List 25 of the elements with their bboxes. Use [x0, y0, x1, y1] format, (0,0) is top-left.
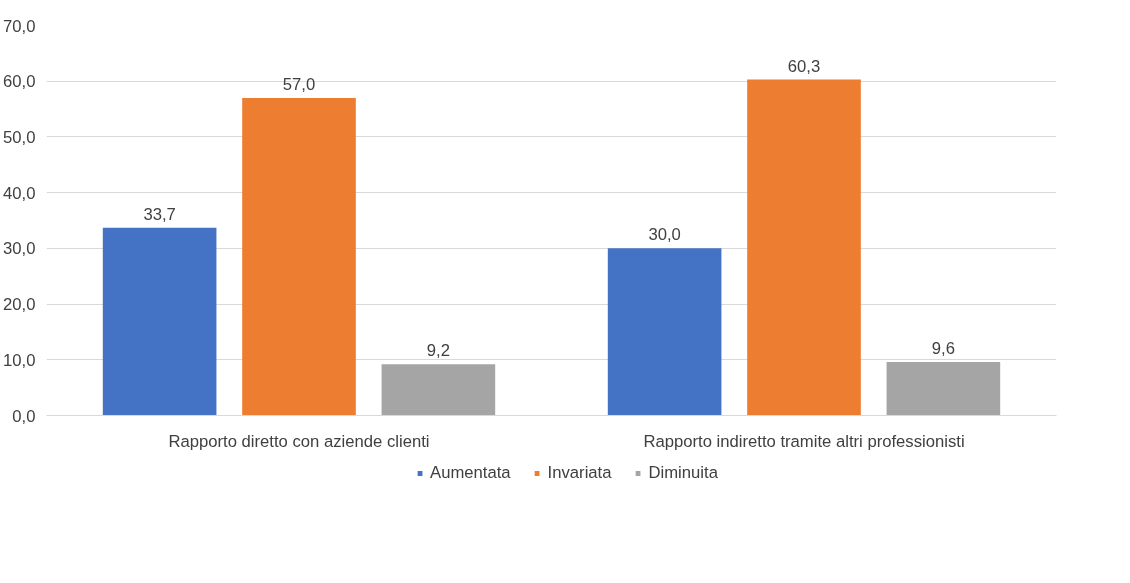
- bar: [747, 79, 861, 416]
- y-tick-label: 60,0: [3, 72, 36, 92]
- legend-label: Diminuita: [648, 463, 718, 483]
- data-label: 60,3: [787, 56, 821, 76]
- y-tick-label: 10,0: [3, 350, 36, 370]
- legend-label: Invariata: [547, 463, 612, 483]
- x-tick-label: Rapporto indiretto tramite altri professionisti: [643, 431, 965, 451]
- legend-label: Aumentata: [430, 463, 511, 483]
- data-label: 57,0: [282, 74, 316, 94]
- bar: [242, 97, 356, 416]
- y-tick-label: 20,0: [3, 295, 36, 315]
- bar: [607, 248, 722, 416]
- y-tick-label: 40,0: [3, 183, 36, 203]
- y-tick-label: 30,0: [3, 239, 36, 259]
- data-label: 9,2: [426, 341, 450, 361]
- data-label: 30,0: [648, 225, 681, 245]
- bar: [381, 364, 496, 416]
- data-label: 33,7: [143, 204, 176, 224]
- data-label: 9,6: [931, 339, 955, 359]
- x-tick-label: Rapporto diretto con aziende clienti: [168, 431, 430, 451]
- y-tick-label: 70,0: [3, 16, 36, 36]
- bar: [102, 227, 217, 416]
- bar: [886, 362, 1001, 416]
- y-tick-label: 0,0: [12, 406, 36, 426]
- y-tick-label: 50,0: [3, 127, 36, 147]
